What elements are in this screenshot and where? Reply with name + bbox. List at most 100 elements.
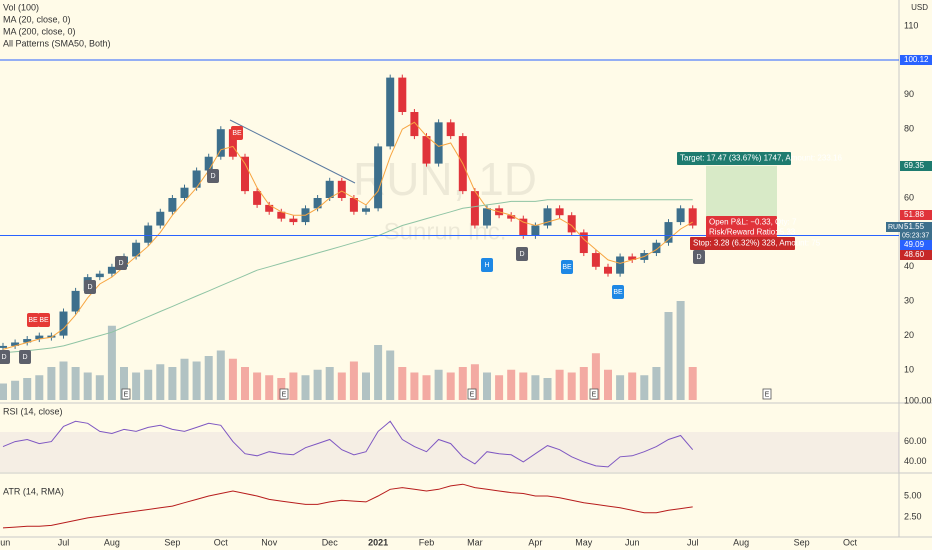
candle: [47, 335, 56, 338]
pattern-label: H: [484, 262, 489, 269]
candle: [107, 266, 116, 274]
earnings-badge: [279, 388, 289, 400]
candle: [349, 198, 358, 212]
volume-bar: [265, 375, 274, 400]
candle: [71, 290, 80, 312]
volume-bar: [386, 350, 395, 400]
candle: [591, 253, 600, 267]
y-tick-label: 10: [904, 364, 914, 374]
pattern-label: D: [1, 354, 6, 361]
volume-bar: [95, 375, 104, 400]
volume-bar: [591, 353, 600, 400]
volume-bar: [434, 369, 443, 400]
candle: [228, 129, 237, 157]
candle: [555, 208, 564, 216]
pnl-label: Open P&L: −0.33, Qty: 7: [709, 218, 797, 227]
y-tick-label: 100.00: [904, 395, 932, 405]
volume-bar: [604, 369, 612, 400]
pattern-label: BE: [562, 264, 572, 271]
y-tick-label: 60.00: [904, 436, 927, 446]
pattern-badge: [516, 247, 528, 261]
y-tick-label: 40: [904, 261, 914, 271]
candle: [386, 77, 395, 147]
y-tick-label: 30: [904, 296, 914, 306]
x-tick-label: Apr: [528, 537, 542, 547]
x-tick-label: Aug: [104, 537, 120, 547]
stop-label-box: [690, 237, 795, 250]
symbol-box: [886, 222, 900, 232]
volume-bar: [253, 372, 262, 400]
target-zone: [706, 165, 777, 226]
x-tick-label: Nov: [261, 537, 278, 547]
candle: [337, 180, 346, 199]
pattern-label: D: [210, 173, 215, 180]
volume-bar: [325, 367, 334, 400]
price-label: 49.09: [904, 240, 925, 249]
watermark: RUN, 1D: [353, 153, 537, 205]
candle: [204, 156, 213, 171]
legend-item: All Patterns (SMA50, Both): [3, 38, 111, 48]
x-tick-label: Mar: [467, 537, 483, 547]
candle: [362, 208, 370, 212]
price-label-box: [900, 210, 932, 220]
price-label: 100.12: [904, 55, 929, 64]
volume-bar: [543, 378, 552, 400]
earnings-badge: [762, 388, 772, 400]
rsi-band: [0, 432, 899, 472]
y-tick-label: 80: [904, 124, 914, 134]
x-tick-label: Oct: [843, 537, 858, 547]
candle: [579, 232, 588, 254]
x-tick-label: Sep: [164, 537, 180, 547]
pattern-label: BE: [28, 317, 38, 324]
pnl-label: Risk/Reward Ratio: 5.33: [709, 228, 796, 237]
pattern-badge: [561, 260, 573, 274]
earnings-badge: [121, 388, 131, 400]
price-label-box: [900, 250, 932, 260]
x-tick-label: Jul: [687, 537, 699, 547]
earnings-label: E: [592, 391, 597, 398]
earnings-badge: [589, 388, 599, 400]
candle: [628, 256, 637, 260]
candle: [374, 146, 383, 209]
volume-bar: [640, 375, 649, 400]
volume-bar: [664, 312, 673, 400]
candle: [216, 129, 225, 157]
candle: [446, 122, 455, 137]
x-tick-label: Sep: [794, 537, 810, 547]
series-line: [2, 121, 693, 350]
volume-bar: [216, 350, 225, 400]
candle: [289, 218, 298, 223]
volume-bar: [458, 367, 467, 400]
volume-bar: [676, 301, 685, 400]
candle: [519, 218, 528, 236]
volume-bar: [628, 372, 637, 400]
candle: [410, 112, 419, 137]
volume-bar: [579, 367, 588, 400]
candle: [664, 222, 673, 243]
volume-bar: [228, 358, 237, 400]
volume-bar: [120, 367, 128, 400]
x-tick-label: Jul: [58, 537, 70, 547]
x-tick-label: Dec: [322, 537, 339, 547]
earnings-label: E: [124, 391, 129, 398]
x-tick-label: May: [575, 537, 593, 547]
candle: [470, 191, 479, 226]
pane-title: ATR (14, RMA): [3, 486, 64, 496]
pattern-badge: [231, 126, 243, 140]
legend-item: MA (20, close, 0): [3, 14, 71, 24]
volume-bar: [168, 367, 177, 400]
candle: [277, 211, 286, 219]
x-tick-label: Aug: [733, 537, 749, 547]
volume-bar: [374, 345, 383, 400]
volume-bar: [204, 356, 213, 400]
candle: [11, 342, 20, 346]
candle: [241, 156, 249, 192]
volume-bar: [567, 372, 576, 400]
volume-bar: [107, 325, 116, 400]
volume-bar: [144, 369, 153, 400]
volume-bar: [132, 372, 141, 400]
x-tick-label: 2021: [368, 537, 388, 547]
volume-bar: [59, 361, 68, 400]
target-label-box: [677, 152, 791, 165]
price-axis-bg: [899, 0, 932, 550]
